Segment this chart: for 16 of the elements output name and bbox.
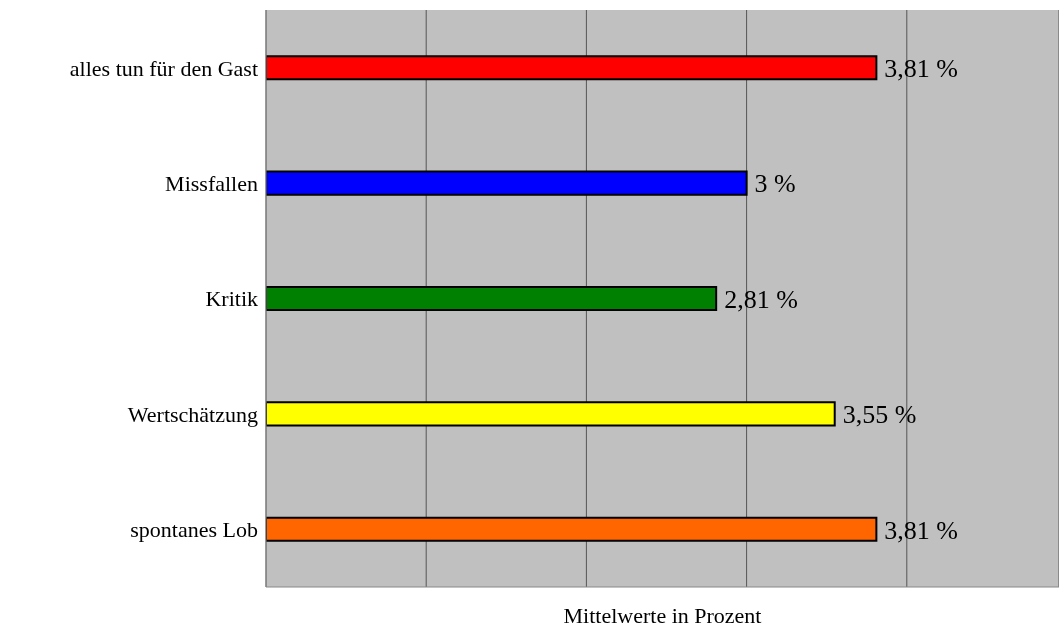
- data-label: 3,55 %: [842, 400, 917, 430]
- x-axis-title: Mittelwerte in Prozent: [563, 603, 762, 623]
- bar: [266, 285, 718, 312]
- y-tick-label: Wertschätzung: [127, 401, 258, 427]
- data-label: 3,81 %: [884, 53, 959, 83]
- bar: [266, 401, 836, 427]
- bar: [266, 516, 878, 542]
- y-tick-label: Missfallen: [165, 170, 258, 196]
- y-tick-label: spontanes Lob: [130, 517, 258, 543]
- bar: [266, 55, 878, 81]
- data-label: 3,81 %: [884, 515, 959, 545]
- y-tick-label: Kritik: [205, 286, 258, 312]
- data-label: 3 %: [754, 169, 796, 199]
- y-tick-label: alles tun für den Gast: [69, 55, 258, 81]
- bar: [266, 170, 748, 196]
- data-label: 2,81 %: [724, 284, 798, 314]
